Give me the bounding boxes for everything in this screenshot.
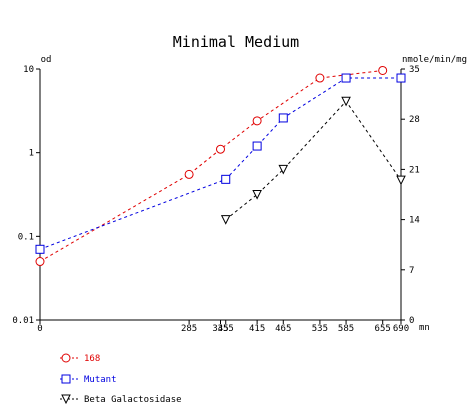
data-point: [378, 65, 388, 75]
data-point: [252, 141, 262, 151]
left-axis-label: od: [41, 55, 52, 65]
x-axis-tick-label: 285: [181, 324, 197, 334]
data-point: [216, 144, 225, 154]
series-2: [220, 96, 406, 225]
series-layer: [35, 65, 406, 267]
x-axis-tick-label: 535: [312, 324, 328, 334]
data-point: [315, 73, 325, 83]
right-axis-tick-label: 7: [409, 266, 414, 276]
series-line: [39, 77, 401, 250]
legend: 168 Mutant Beta Galactosidase: [60, 353, 182, 405]
left-axis-tick-label: 10: [23, 65, 34, 75]
right-axis-label: nmole/min/mg: [402, 55, 467, 65]
legend-label: 168: [84, 354, 100, 364]
data-point: [341, 96, 351, 107]
left-axis-tick-label: 1: [29, 149, 34, 159]
data-point: [396, 73, 406, 83]
data-point: [278, 164, 289, 175]
data-point: [252, 116, 262, 126]
left-axis-tick-label: 0.1: [18, 232, 34, 242]
right-axis-tick-label: 35: [409, 65, 420, 75]
x-axis-tick-label: 655: [375, 324, 391, 334]
legend-marker: [61, 353, 71, 363]
data-point: [184, 169, 194, 179]
x-axis-tick-label: 415: [249, 324, 265, 334]
legend-marker: [61, 394, 71, 405]
series-line: [39, 69, 383, 262]
legend-marker: [61, 374, 71, 384]
data-point: [341, 73, 351, 83]
x-axis-tick-label: 585: [338, 324, 354, 334]
data-point: [35, 244, 45, 254]
left-axis-tick-label: 0.01: [12, 316, 34, 326]
data-point: [221, 174, 231, 184]
x-axis-tick-label: 345: [212, 324, 228, 334]
right-axis-tick-label: 0: [409, 316, 414, 326]
series-1: [35, 73, 406, 254]
series-line: [225, 100, 402, 220]
data-point: [396, 175, 406, 186]
chart-title: Minimal Medium: [173, 33, 299, 51]
x-axis-tick-label: 355: [218, 324, 234, 334]
data-point: [35, 257, 45, 267]
data-point: [252, 190, 262, 200]
right-axis-tick-label: 21: [409, 165, 420, 175]
data-point: [220, 215, 231, 225]
right-axis-tick-label: 28: [409, 115, 420, 125]
series-0: [35, 65, 388, 267]
legend-label: Beta Galactosidase: [84, 395, 182, 405]
x-axis-label: mn: [419, 323, 430, 333]
x-axis-tick-label: 0: [37, 324, 42, 334]
x-axis-tick-label: 690: [393, 324, 409, 334]
x-axis-tick-label: 465: [275, 324, 291, 334]
legend-label: Mutant: [84, 375, 117, 385]
right-axis-tick-label: 14: [409, 216, 420, 226]
data-point: [278, 113, 288, 123]
